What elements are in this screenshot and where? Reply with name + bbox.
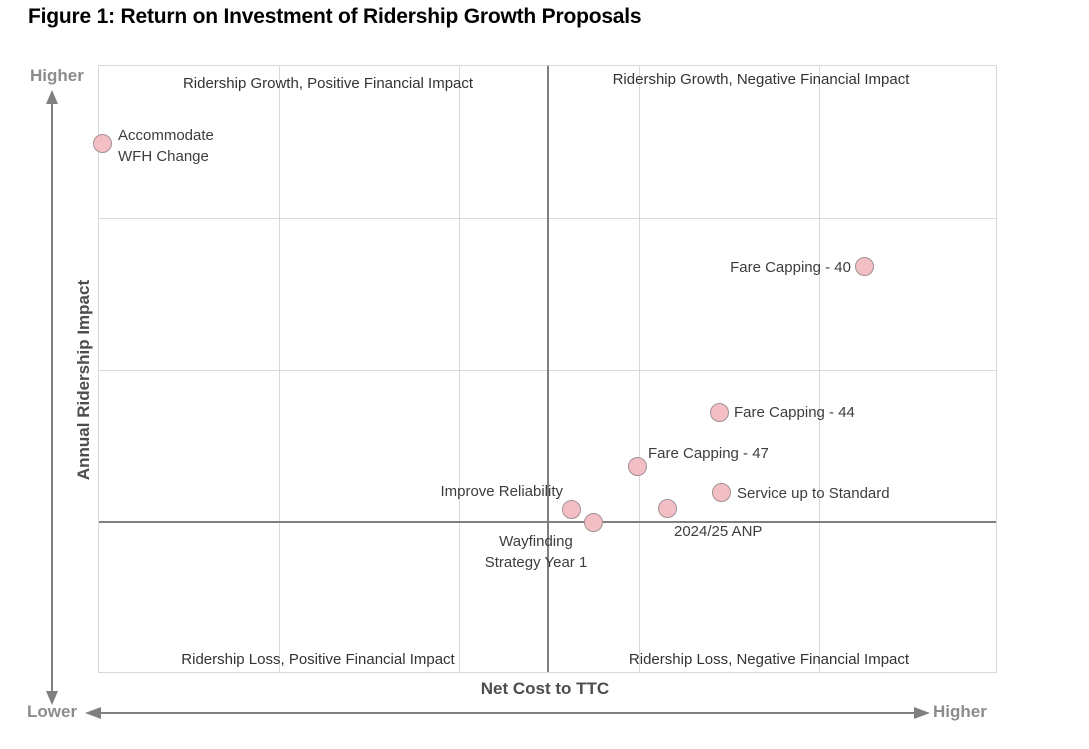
quadrant-divider-vertical (547, 66, 549, 672)
y-axis-title: Annual Ridership Impact (74, 279, 93, 481)
plot-area: Ridership Growth, Positive Financial Imp… (98, 65, 997, 673)
x-axis-arrow (85, 707, 930, 719)
quadrant-label-bottom-right: Ridership Loss, Negative Financial Impac… (628, 651, 910, 668)
gridline-vertical-3 (639, 66, 640, 672)
quadrant-divider-horizontal (99, 521, 996, 523)
y-axis-arrow (46, 90, 58, 705)
y-axis-min-label: Lower (27, 702, 78, 721)
quadrant-label-top-left: Ridership Growth, Positive Financial Imp… (182, 75, 474, 92)
figure-title: Figure 1: Return on Investment of Riders… (28, 5, 642, 28)
x-axis-max-label: Higher (933, 702, 987, 721)
quadrant-label-top-right: Ridership Growth, Negative Financial Imp… (612, 71, 910, 88)
gridline-vertical-2 (459, 66, 460, 672)
quadrant-label-bottom-left: Ridership Loss, Positive Financial Impac… (181, 651, 455, 668)
x-axis-title: Net Cost to TTC (480, 679, 610, 698)
gridline-vertical-1 (279, 66, 280, 672)
y-axis-max-label: Higher (30, 66, 84, 85)
gridline-vertical-4 (819, 66, 820, 672)
